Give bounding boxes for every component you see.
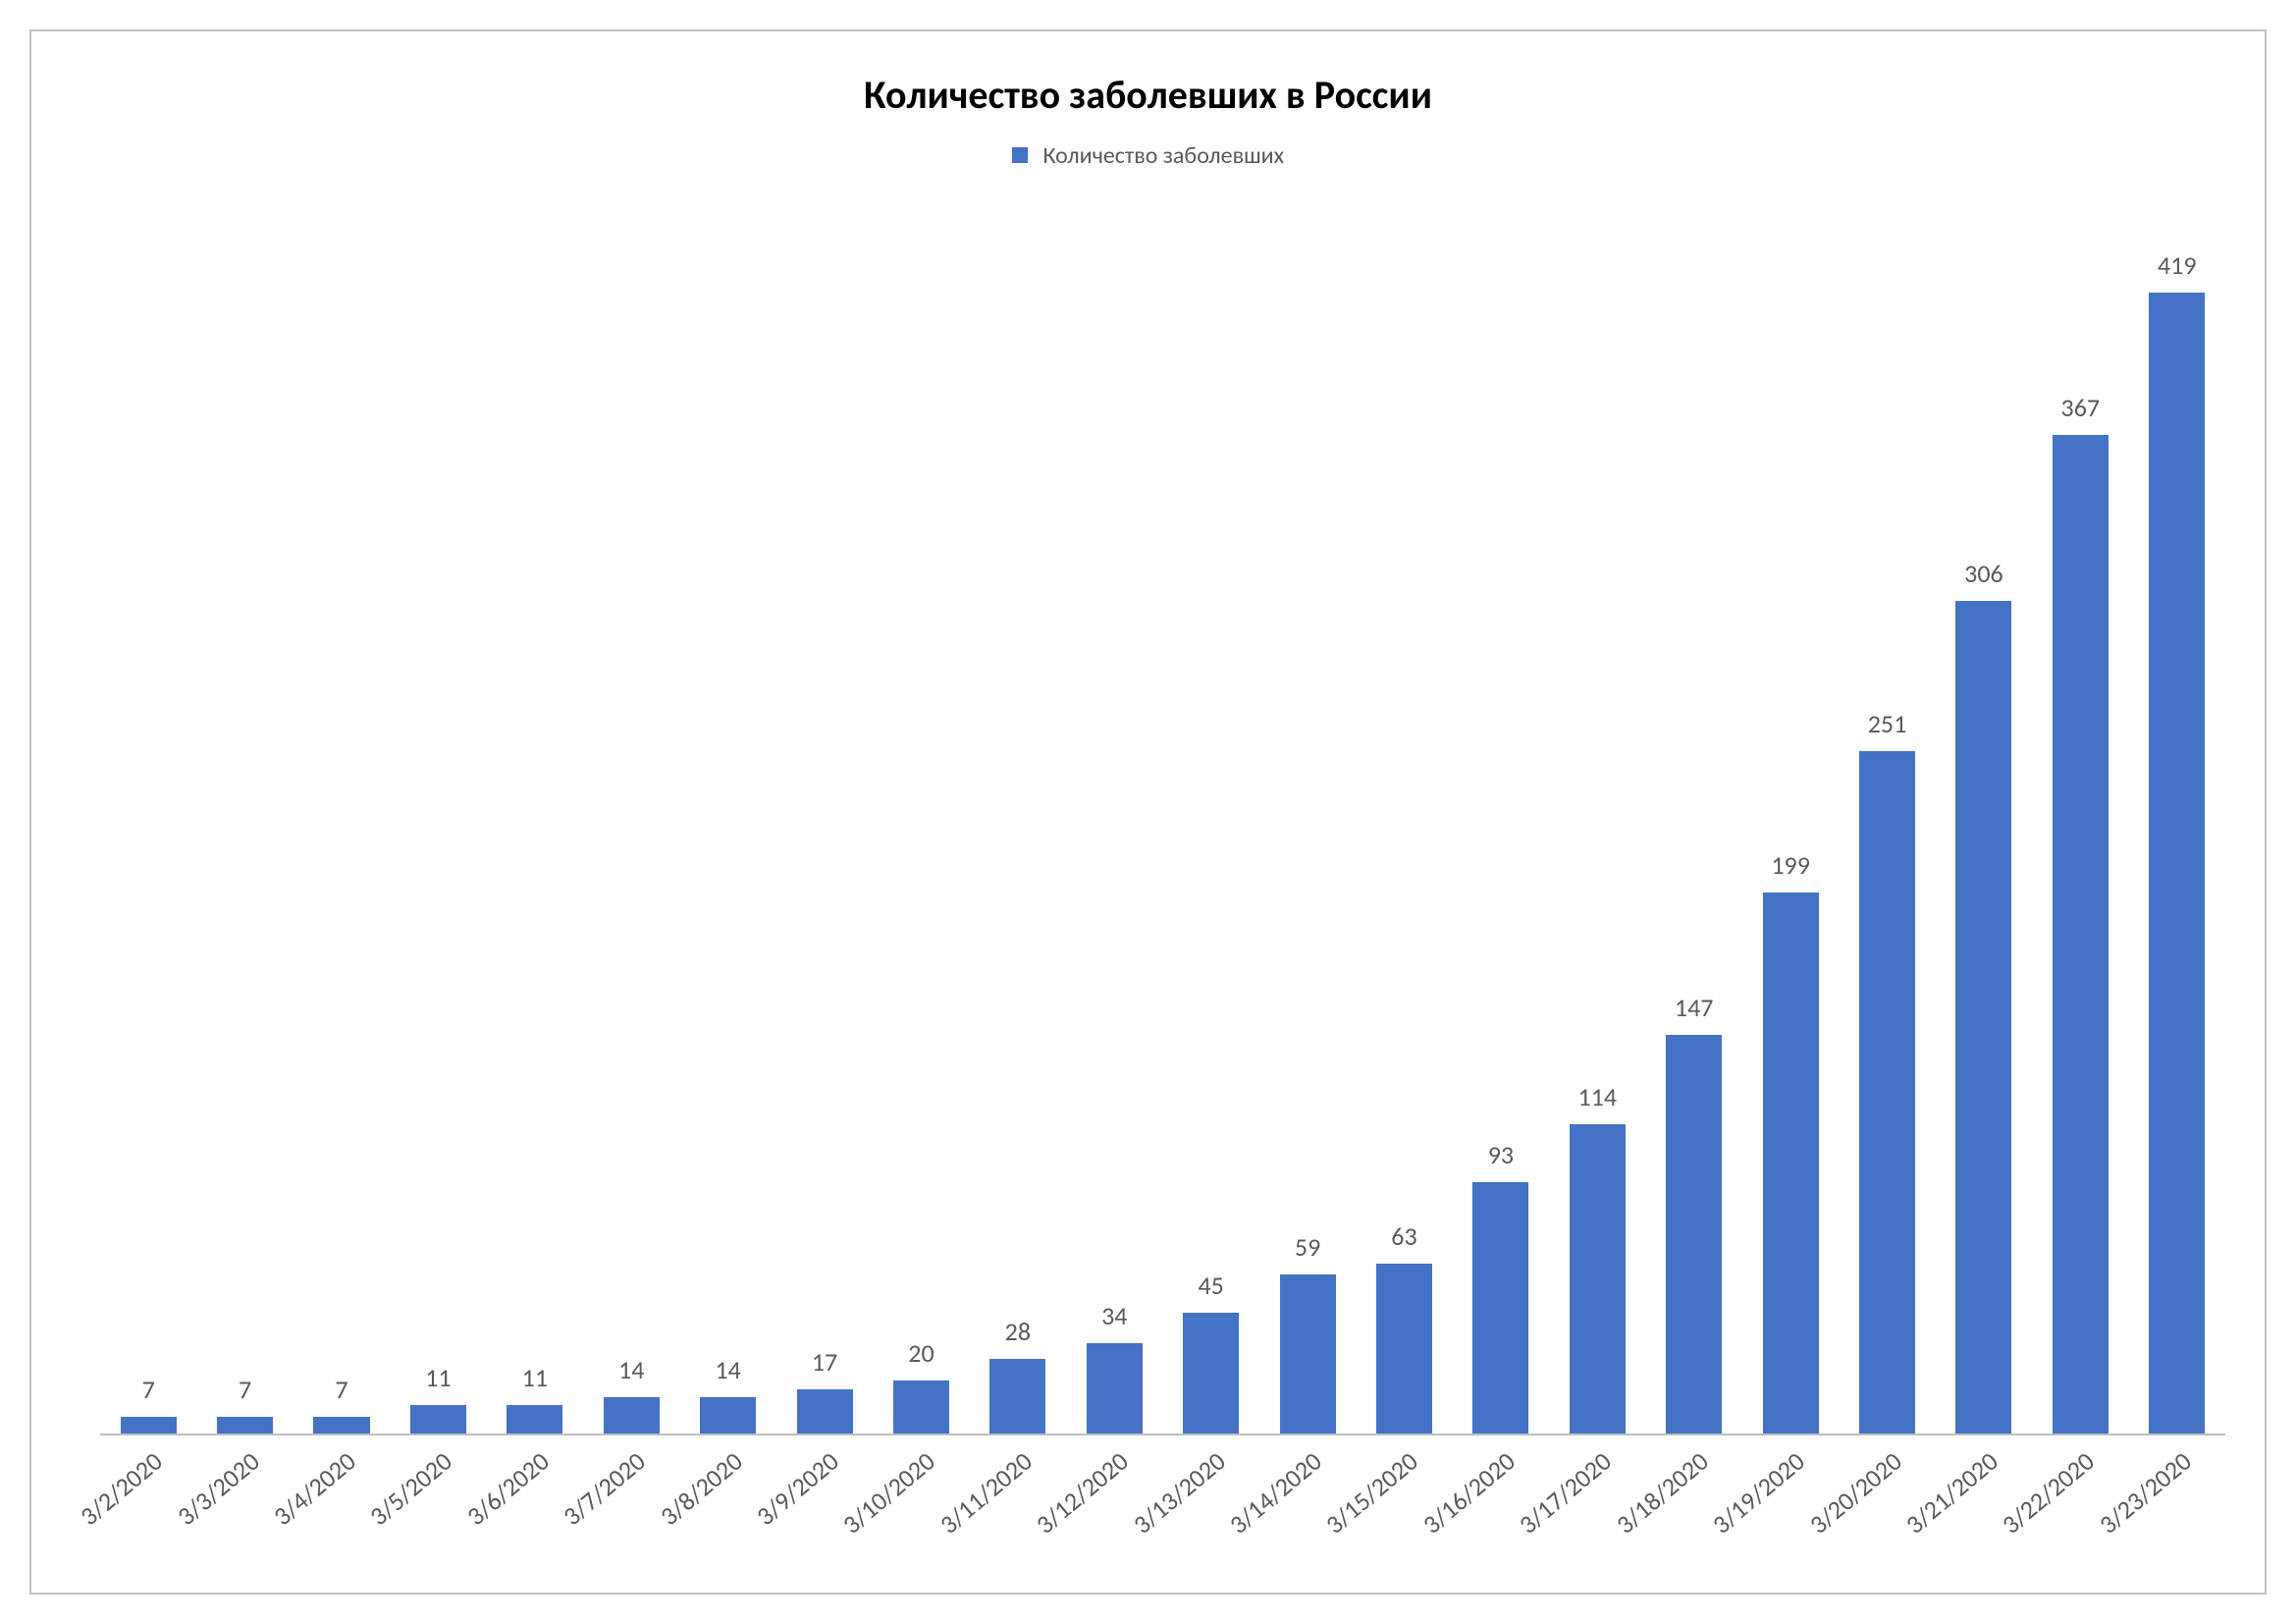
bar-value-label: 367 bbox=[2061, 392, 2101, 423]
bar-value-label: 306 bbox=[1964, 558, 2003, 589]
bar: 147 bbox=[1666, 1035, 1722, 1435]
bar: 251 bbox=[1859, 751, 1915, 1435]
bar-slot: 419 bbox=[2129, 208, 2225, 1435]
bar: 14 bbox=[604, 1397, 660, 1435]
bar: 419 bbox=[2149, 293, 2205, 1435]
chart-title: Количество заболевших в России bbox=[31, 71, 2265, 119]
bar-slot: 199 bbox=[1742, 208, 1839, 1435]
bar-value-label: 63 bbox=[1391, 1220, 1416, 1252]
bar-value-label: 419 bbox=[2158, 249, 2197, 281]
bar: 28 bbox=[989, 1359, 1045, 1435]
chart-frame: Количество заболевших в России Количеств… bbox=[29, 29, 2267, 1595]
bar-value-label: 14 bbox=[715, 1354, 740, 1385]
bar: 114 bbox=[1570, 1124, 1626, 1435]
bar-value-label: 34 bbox=[1101, 1300, 1127, 1331]
plot-area: 7771111141417202834455963931141471992513… bbox=[100, 208, 2225, 1435]
bar-value-label: 11 bbox=[425, 1362, 451, 1393]
bar: 93 bbox=[1472, 1182, 1528, 1435]
bar-value-label: 59 bbox=[1295, 1231, 1320, 1263]
bar-slot: 11 bbox=[487, 208, 583, 1435]
bar-slot: 63 bbox=[1356, 208, 1452, 1435]
bar-value-label: 14 bbox=[618, 1354, 644, 1385]
bar: 17 bbox=[797, 1389, 853, 1435]
bar-slot: 14 bbox=[679, 208, 775, 1435]
bar-slot: 93 bbox=[1453, 208, 1549, 1435]
bar: 11 bbox=[410, 1405, 466, 1435]
bar-slot: 59 bbox=[1259, 208, 1356, 1435]
bar-slot: 7 bbox=[196, 208, 293, 1435]
bar-value-label: 7 bbox=[335, 1374, 347, 1405]
bar: 59 bbox=[1280, 1274, 1336, 1435]
bar-value-label: 7 bbox=[142, 1374, 155, 1405]
bar: 11 bbox=[507, 1405, 562, 1435]
x-tick-slot: 3/23/2020 bbox=[2129, 1435, 2225, 1593]
bar-slot: 147 bbox=[1646, 208, 1742, 1435]
bar-value-label: 114 bbox=[1578, 1081, 1618, 1112]
bar-slot: 20 bbox=[873, 208, 969, 1435]
bar: 63 bbox=[1376, 1264, 1432, 1435]
bar-slot: 14 bbox=[583, 208, 679, 1435]
bar: 45 bbox=[1183, 1313, 1239, 1435]
bar-value-label: 93 bbox=[1488, 1139, 1514, 1170]
bar-value-label: 28 bbox=[1005, 1316, 1031, 1347]
bar-value-label: 147 bbox=[1675, 992, 1714, 1023]
bar-value-label: 17 bbox=[812, 1346, 837, 1378]
bar-value-label: 11 bbox=[522, 1362, 548, 1393]
bar-slot: 306 bbox=[1936, 208, 2032, 1435]
bar-slot: 114 bbox=[1549, 208, 1645, 1435]
bar-slot: 7 bbox=[294, 208, 390, 1435]
x-axis-labels: 3/2/20203/3/20203/4/20203/5/20203/6/2020… bbox=[100, 1435, 2225, 1593]
x-tick-label: 3/2/2020 bbox=[74, 1445, 169, 1532]
bar: 199 bbox=[1763, 893, 1819, 1435]
bar-slot: 17 bbox=[776, 208, 873, 1435]
bar-value-label: 45 bbox=[1198, 1270, 1223, 1301]
bar-slot: 34 bbox=[1066, 208, 1162, 1435]
bar: 20 bbox=[893, 1380, 949, 1435]
bar-value-label: 20 bbox=[908, 1337, 934, 1369]
bar: 34 bbox=[1087, 1343, 1143, 1435]
legend-label: Количество заболевших bbox=[1042, 141, 1284, 170]
bar: 14 bbox=[700, 1397, 756, 1435]
bars-container: 7771111141417202834455963931141471992513… bbox=[100, 208, 2225, 1435]
bar-value-label: 199 bbox=[1771, 849, 1810, 881]
bar-slot: 251 bbox=[1839, 208, 1935, 1435]
bar-slot: 367 bbox=[2032, 208, 2128, 1435]
bar-slot: 7 bbox=[100, 208, 196, 1435]
bar-slot: 11 bbox=[390, 208, 486, 1435]
bar-slot: 28 bbox=[970, 208, 1066, 1435]
bar: 306 bbox=[1955, 601, 2011, 1435]
bar-value-label: 7 bbox=[239, 1374, 251, 1405]
legend-swatch bbox=[1012, 147, 1028, 163]
bar: 367 bbox=[2053, 435, 2109, 1435]
chart-legend: Количество заболевших bbox=[31, 139, 2265, 170]
bar-slot: 45 bbox=[1162, 208, 1258, 1435]
bar-value-label: 251 bbox=[1868, 708, 1907, 739]
